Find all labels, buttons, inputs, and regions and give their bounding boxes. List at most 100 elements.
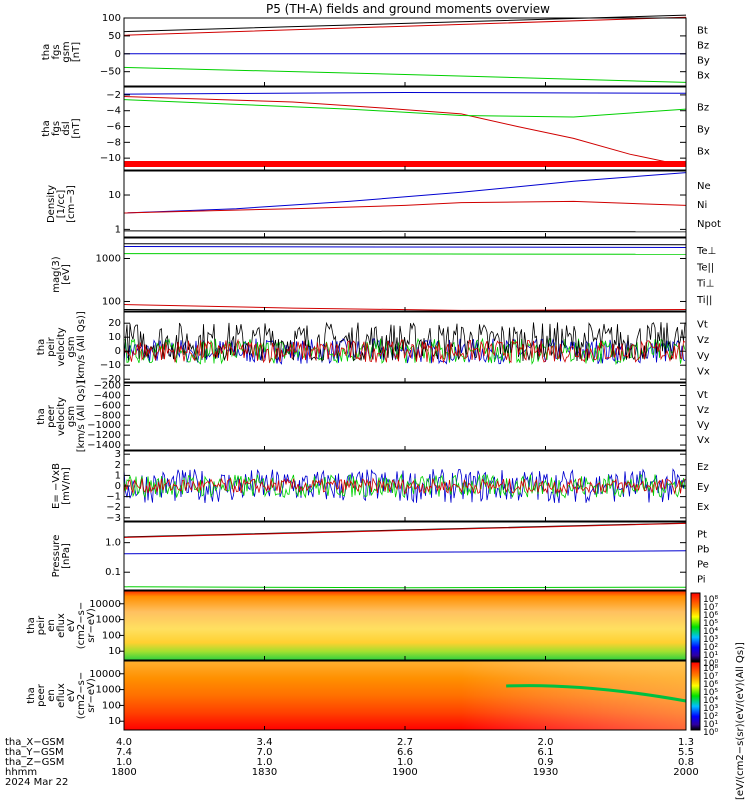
colorbar-tick-label: 10²	[703, 643, 718, 653]
ephemeris-value: 1.0	[397, 757, 413, 768]
panel-label: [eV]	[61, 264, 72, 285]
ephemeris-value: 1.0	[116, 757, 132, 768]
ephemeris-label: tha_Y−GSM	[5, 747, 64, 758]
ephemeris-value: 1830	[252, 767, 277, 778]
series-line	[123, 91, 687, 95]
panel-label: [mV/m]	[61, 467, 72, 505]
colorbar-tick-label: 10⁵	[703, 688, 718, 698]
series-line	[123, 16, 687, 36]
flag-bar	[124, 161, 686, 167]
y-tick-label: −1200	[87, 430, 121, 441]
legend-entry: Vx	[697, 366, 710, 377]
y-tick-label: 0	[115, 481, 121, 492]
panel-label: en	[46, 619, 57, 632]
noise-series	[123, 468, 686, 504]
series-line	[123, 522, 687, 538]
y-tick-label: −1400	[87, 440, 121, 451]
panel-label: peer	[46, 404, 57, 428]
spectrogram-feature	[506, 684, 687, 703]
y-tick-label: 100	[102, 630, 121, 641]
legend-entry: Ne	[697, 181, 711, 192]
colorbar-tick-label: 10⁸	[703, 664, 718, 674]
colorbar-tick-label: 10⁶	[703, 611, 718, 621]
legend-entry: Ez	[697, 462, 709, 473]
colorbar-tick-label: 10¹	[703, 651, 718, 661]
panel-label: tha	[36, 408, 47, 424]
legend-entry: Vy	[697, 351, 710, 362]
panel-label: velocity	[56, 327, 67, 366]
ephemeris-label: hhmm	[5, 767, 37, 778]
ephemeris-value: 6.1	[538, 747, 554, 758]
colorbar-tick-label: 10⁴	[703, 696, 718, 706]
y-tick-label: 10	[108, 332, 121, 343]
y-tick-label: −200	[94, 380, 121, 391]
y-tick-label: 50	[108, 31, 121, 42]
legend-entry: Vx	[697, 435, 710, 446]
panel-label: Pressure	[51, 535, 62, 578]
legend-entry: Bz	[697, 40, 709, 51]
panel-frame	[123, 170, 687, 238]
series-line	[123, 200, 687, 214]
panel-label: [1/cc]	[56, 190, 67, 219]
panel-label: peir	[46, 336, 57, 356]
legend-entry: Bz	[697, 103, 709, 114]
panel-label: gsm	[61, 41, 72, 62]
y-tick-label: 10000	[89, 669, 121, 680]
legend-entry: Bx	[697, 71, 710, 82]
y-tick-label: 100	[102, 13, 121, 24]
panel-label: gsm	[66, 336, 77, 357]
panel-label: tha	[41, 120, 52, 136]
ephemeris-value: 1.3	[678, 737, 694, 748]
ephemeris-value: 2000	[673, 767, 698, 778]
panel-frame	[123, 450, 687, 522]
y-tick-label: 1.0	[105, 538, 121, 549]
legend-entry: Vt	[697, 390, 708, 401]
legend-entry: Pe	[697, 560, 709, 571]
colorbar-title: [eV/(cm2−s(sr)(eV/(eV)(All Qs)]	[735, 642, 746, 800]
legend-entry: Ex	[697, 502, 709, 513]
series-line	[123, 550, 687, 555]
series-line	[123, 243, 687, 246]
ephemeris-value: 0.8	[678, 757, 694, 768]
panel-label: sr−eV)	[86, 678, 97, 713]
colorbar-tick-label: 10⁷	[703, 672, 718, 682]
legend-entry: By	[697, 56, 710, 67]
panel-label: [cm−3]	[66, 185, 77, 223]
legend-entry: Vy	[697, 420, 710, 431]
ephemeris-value: 0.9	[538, 757, 554, 768]
panel-label: peir	[36, 615, 47, 635]
ephemeris-date: 2024 Mar 22	[5, 777, 68, 788]
y-tick-label: 1000	[96, 685, 121, 696]
y-tick-label: −20	[100, 374, 121, 385]
y-tick-label: 10000	[89, 599, 121, 610]
colorbar-tick-label: 10⁷	[703, 603, 718, 613]
y-tick-label: 1	[115, 470, 121, 481]
panel-4: 1000 100 mag(3) [eV] Te⊥ Te|| Ti⊥ Ti||	[51, 237, 716, 313]
legend-entry: Te||	[696, 262, 714, 273]
y-tick-label: −10	[100, 153, 121, 164]
series-line	[123, 304, 687, 311]
panel-5: 20 10 0 −10 −20 tha peir velocity gsm [km/s (All …	[36, 311, 710, 385]
panel-label: eV	[66, 689, 77, 702]
panel-8: 1.0 0.1 Pressure [nPa] Pt Pb Pe Pi	[51, 521, 709, 591]
colorbar-top	[690, 592, 701, 662]
noise-series	[123, 477, 686, 495]
panel-3: 10 1 Density [1/cc] [cm−3] Ne Ni Npot	[46, 170, 721, 238]
panel-label: eflux	[56, 683, 67, 708]
legend-entry: Ni	[697, 200, 707, 211]
legend-entry: Bt	[697, 25, 708, 36]
spectrogram	[124, 591, 686, 660]
panel-label: eV	[66, 619, 77, 632]
panel-2: −2 −4 −6 −8 −10 tha fgs dsl [nT] Bz By Bx	[41, 86, 710, 171]
panel-9: 10000 1000 100 10 tha peir en eflux eV (cm2−s− sr−…	[26, 590, 687, 661]
panel-frame	[123, 17, 687, 87]
y-tick-label: −6	[106, 122, 121, 133]
legend-entry: Vt	[697, 320, 708, 331]
panel-label: [nPa]	[61, 543, 72, 569]
ephemeris-value: 4.0	[116, 737, 132, 748]
legend-entry: Vz	[697, 405, 709, 416]
panel-label: (cm2−s−	[76, 672, 87, 719]
colorbar-tick-labels: 10⁸10⁷10⁶10⁵10⁴10³10²10¹10⁰10⁸10⁷10⁶10⁵1…	[703, 595, 718, 738]
ephemeris-value: 1900	[392, 767, 417, 778]
